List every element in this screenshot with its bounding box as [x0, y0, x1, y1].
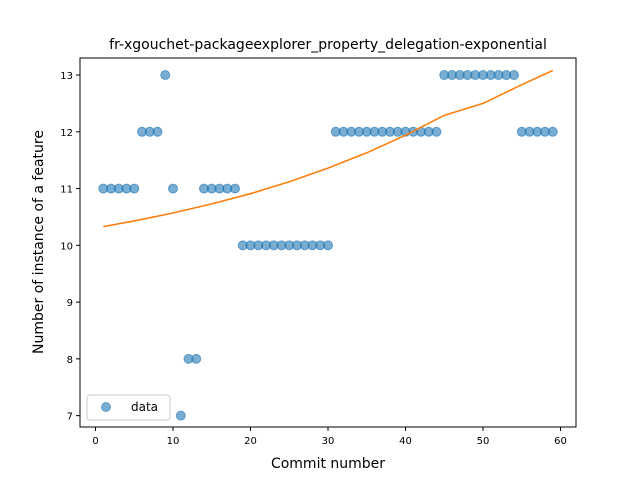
y-tick-label: 7	[67, 412, 73, 423]
x-tick-label: 10	[167, 436, 180, 447]
legend-label-data: data	[131, 400, 158, 414]
y-tick-label: 8	[67, 355, 73, 366]
y-tick-label: 11	[60, 185, 73, 196]
data-point	[191, 353, 202, 364]
plot-area	[98, 69, 558, 421]
x-tick-label: 60	[554, 436, 567, 447]
y-axis-ticks: 7 8 9 10 11 12 13	[60, 71, 80, 423]
data-point	[230, 183, 240, 194]
data-point	[152, 126, 163, 137]
data-point	[547, 126, 558, 137]
y-tick-label: 9	[67, 298, 73, 309]
y-axis-label: Number of instance of a feature	[31, 130, 47, 354]
data-point	[323, 240, 333, 251]
chart-title: fr-xgouchet-packageexplorer_property_del…	[109, 37, 547, 53]
x-tick-label: 50	[477, 436, 490, 447]
x-tick-label: 30	[322, 436, 335, 447]
data-point	[129, 183, 140, 194]
y-tick-label: 12	[60, 128, 73, 139]
data-point	[509, 70, 519, 81]
x-axis-label: Commit number	[271, 456, 385, 472]
data-point	[160, 70, 171, 81]
y-tick-label: 10	[60, 241, 73, 252]
x-tick-label: 40	[399, 436, 412, 447]
data-point	[175, 410, 186, 421]
data-point	[168, 183, 178, 194]
legend: data	[86, 394, 171, 421]
x-tick-label: 20	[244, 436, 257, 447]
legend-box	[86, 394, 171, 421]
y-tick-label: 13	[60, 71, 73, 82]
data-point	[431, 126, 442, 137]
fit-line	[103, 69, 554, 228]
legend-marker	[101, 402, 111, 412]
x-axis-ticks: 0 10 20 30 40 50 60	[92, 427, 567, 447]
x-tick-label: 0	[92, 436, 98, 447]
